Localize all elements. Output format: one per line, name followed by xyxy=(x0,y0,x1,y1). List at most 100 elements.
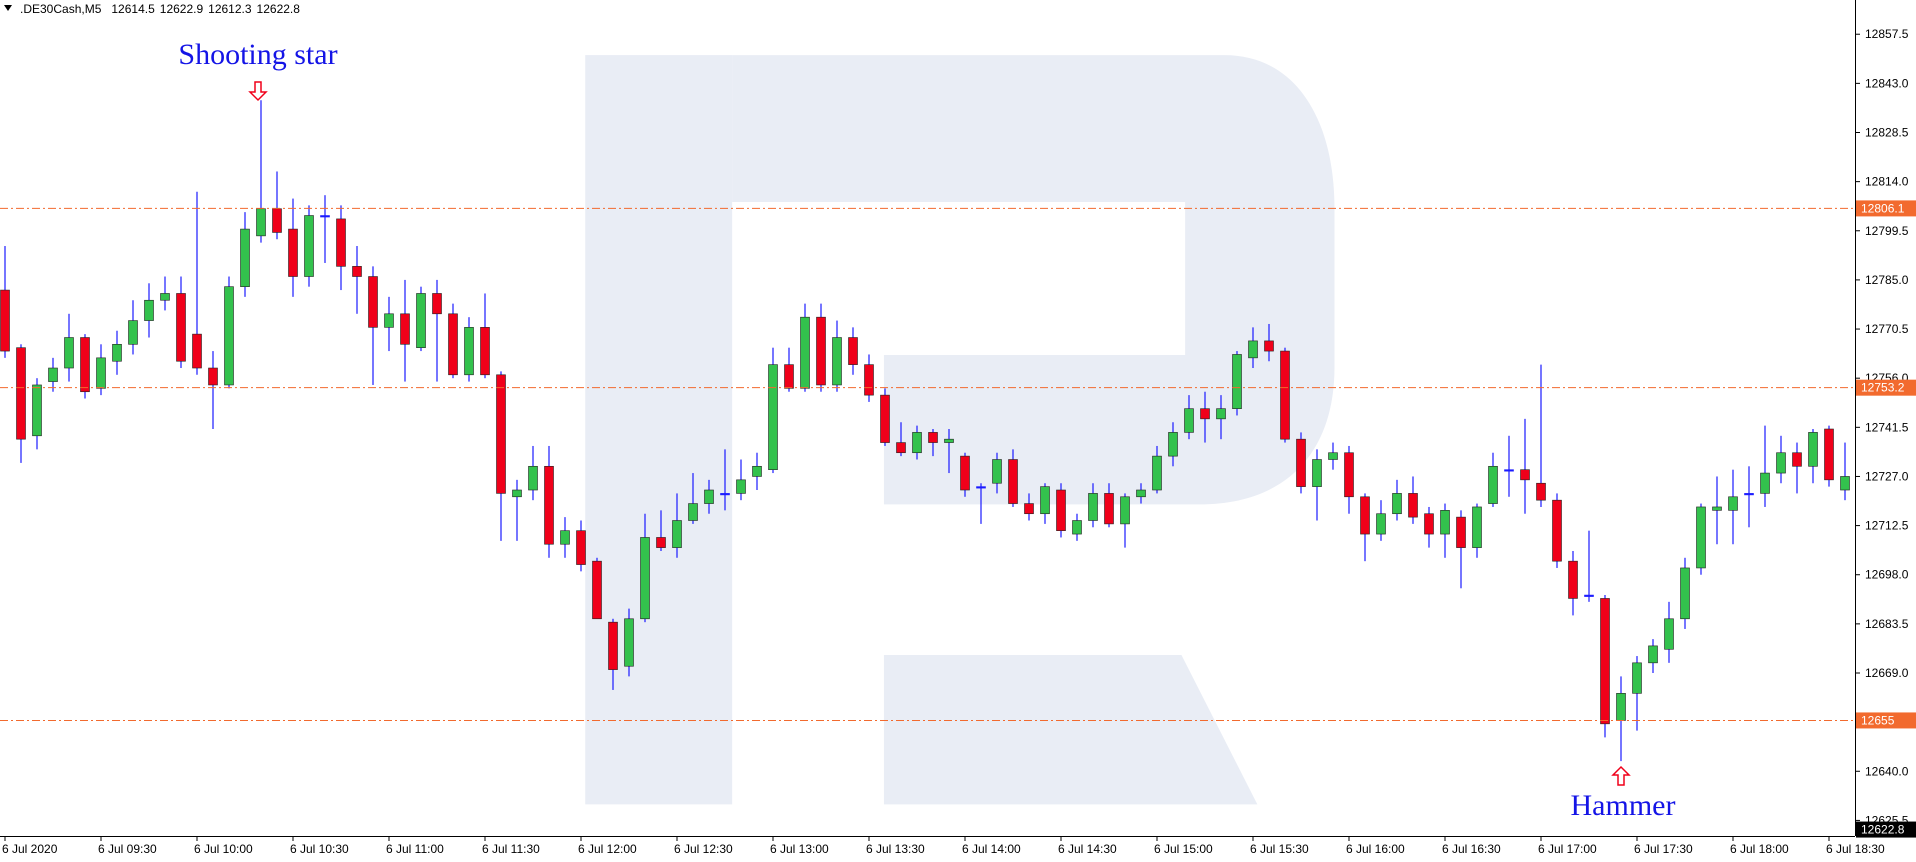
y-tick-label: 12669.0 xyxy=(1865,666,1909,680)
candle-body xyxy=(928,432,938,443)
level-label-box xyxy=(1856,379,1916,396)
candle-body xyxy=(400,313,410,345)
candle-body xyxy=(272,208,282,233)
candle-body xyxy=(0,289,10,352)
candle-body xyxy=(448,313,458,376)
candle-body xyxy=(1120,496,1130,525)
candle-body xyxy=(1680,567,1690,620)
candle-body xyxy=(672,520,682,548)
candle-body xyxy=(976,486,986,489)
x-tick-label: 6 Jul 11:30 xyxy=(482,842,540,856)
candle-body xyxy=(576,530,586,565)
candle-body xyxy=(1488,465,1498,504)
watermark xyxy=(585,55,1335,805)
candle-body xyxy=(1632,662,1642,694)
level-label: 12806.1 xyxy=(1861,201,1905,215)
candle-body xyxy=(1504,469,1514,472)
candle-body xyxy=(1792,452,1802,467)
x-tick-label: 6 Jul 12:30 xyxy=(674,842,733,856)
candle-body xyxy=(1408,493,1418,518)
candle-body xyxy=(864,364,874,396)
arrow-down xyxy=(248,81,268,102)
candle-body xyxy=(1824,428,1834,481)
candle-body xyxy=(1088,493,1098,521)
candle-body xyxy=(1584,594,1594,597)
y-tick-label: 12799.5 xyxy=(1865,224,1909,238)
level-label-box xyxy=(1856,200,1916,217)
y-tick-label: 12770.5 xyxy=(1865,322,1909,336)
candle-body xyxy=(1312,459,1322,487)
candle-body xyxy=(704,489,714,504)
candle-body xyxy=(256,208,266,237)
candle-body xyxy=(752,465,762,477)
candle-body xyxy=(432,293,442,315)
x-tick-label: 6 Jul 13:00 xyxy=(770,842,829,856)
high-value: 12622.9 xyxy=(160,2,204,16)
candle-body xyxy=(512,489,522,498)
y-tick-label: 12741.5 xyxy=(1865,420,1909,434)
candle-body xyxy=(1072,520,1082,535)
candle-body xyxy=(1728,496,1738,511)
candle-body xyxy=(1472,506,1482,548)
candle-body xyxy=(496,374,506,494)
candle-body xyxy=(320,215,330,218)
level-label: 12753.2 xyxy=(1861,381,1905,395)
candle-body xyxy=(48,367,58,382)
candle-body xyxy=(384,313,394,328)
x-tick-label: 6 Jul 16:00 xyxy=(1346,842,1405,856)
candle-body xyxy=(1248,340,1258,359)
candle-body xyxy=(1200,408,1210,420)
candle-body xyxy=(1456,516,1466,548)
x-tick-label: 6 Jul 2020 xyxy=(2,842,58,856)
candle-body xyxy=(1760,472,1770,494)
level-label-box xyxy=(1856,712,1916,729)
candle-body xyxy=(240,228,250,287)
candle-body xyxy=(1360,496,1370,535)
arrow-up xyxy=(1611,765,1631,786)
candle-body xyxy=(1392,493,1402,515)
candle-body xyxy=(736,479,746,494)
candle-body xyxy=(992,459,1002,484)
candle-body xyxy=(960,455,970,491)
candle-body xyxy=(528,465,538,491)
candle-body xyxy=(192,333,202,369)
candle-body xyxy=(1040,486,1050,515)
candle-body xyxy=(656,537,666,548)
candle-body xyxy=(1648,645,1658,664)
x-tick-label: 6 Jul 18:00 xyxy=(1730,842,1789,856)
candle-body xyxy=(1296,438,1306,487)
candle-body xyxy=(880,394,890,443)
candle-body xyxy=(1808,432,1818,467)
y-tick-label: 12727.0 xyxy=(1865,469,1909,483)
y-tick-label: 12828.5 xyxy=(1865,125,1909,139)
x-tick-label: 6 Jul 15:30 xyxy=(1250,842,1309,856)
y-tick-label: 12712.5 xyxy=(1865,519,1909,533)
candle-body xyxy=(224,286,234,386)
price-label: 12622.8 xyxy=(1861,823,1905,837)
annotation: Shooting star xyxy=(178,38,337,71)
candle-body xyxy=(1568,560,1578,599)
candle-body xyxy=(1216,408,1226,420)
y-tick-label: 12683.5 xyxy=(1865,617,1909,631)
candle-body xyxy=(944,438,954,443)
candle-body xyxy=(1552,499,1562,562)
candle-body xyxy=(1056,489,1066,531)
close-value: 12622.8 xyxy=(257,2,301,16)
y-tick-label: 12640.0 xyxy=(1865,764,1909,778)
candle-body xyxy=(560,530,570,545)
candle-body xyxy=(208,367,218,386)
candle-body xyxy=(1536,482,1546,501)
candle-body xyxy=(1344,452,1354,498)
candle-body xyxy=(1008,459,1018,504)
x-tick-label: 6 Jul 17:00 xyxy=(1538,842,1597,856)
candle-body xyxy=(80,337,90,393)
candle-body xyxy=(1424,513,1434,535)
candle-body xyxy=(160,293,170,301)
candle-body xyxy=(1776,452,1786,474)
candle-body xyxy=(848,337,858,365)
candle-body xyxy=(896,442,906,454)
candle-body xyxy=(1664,618,1674,650)
x-tick-label: 6 Jul 12:00 xyxy=(578,842,637,856)
y-tick-label: 12843.0 xyxy=(1865,76,1909,90)
